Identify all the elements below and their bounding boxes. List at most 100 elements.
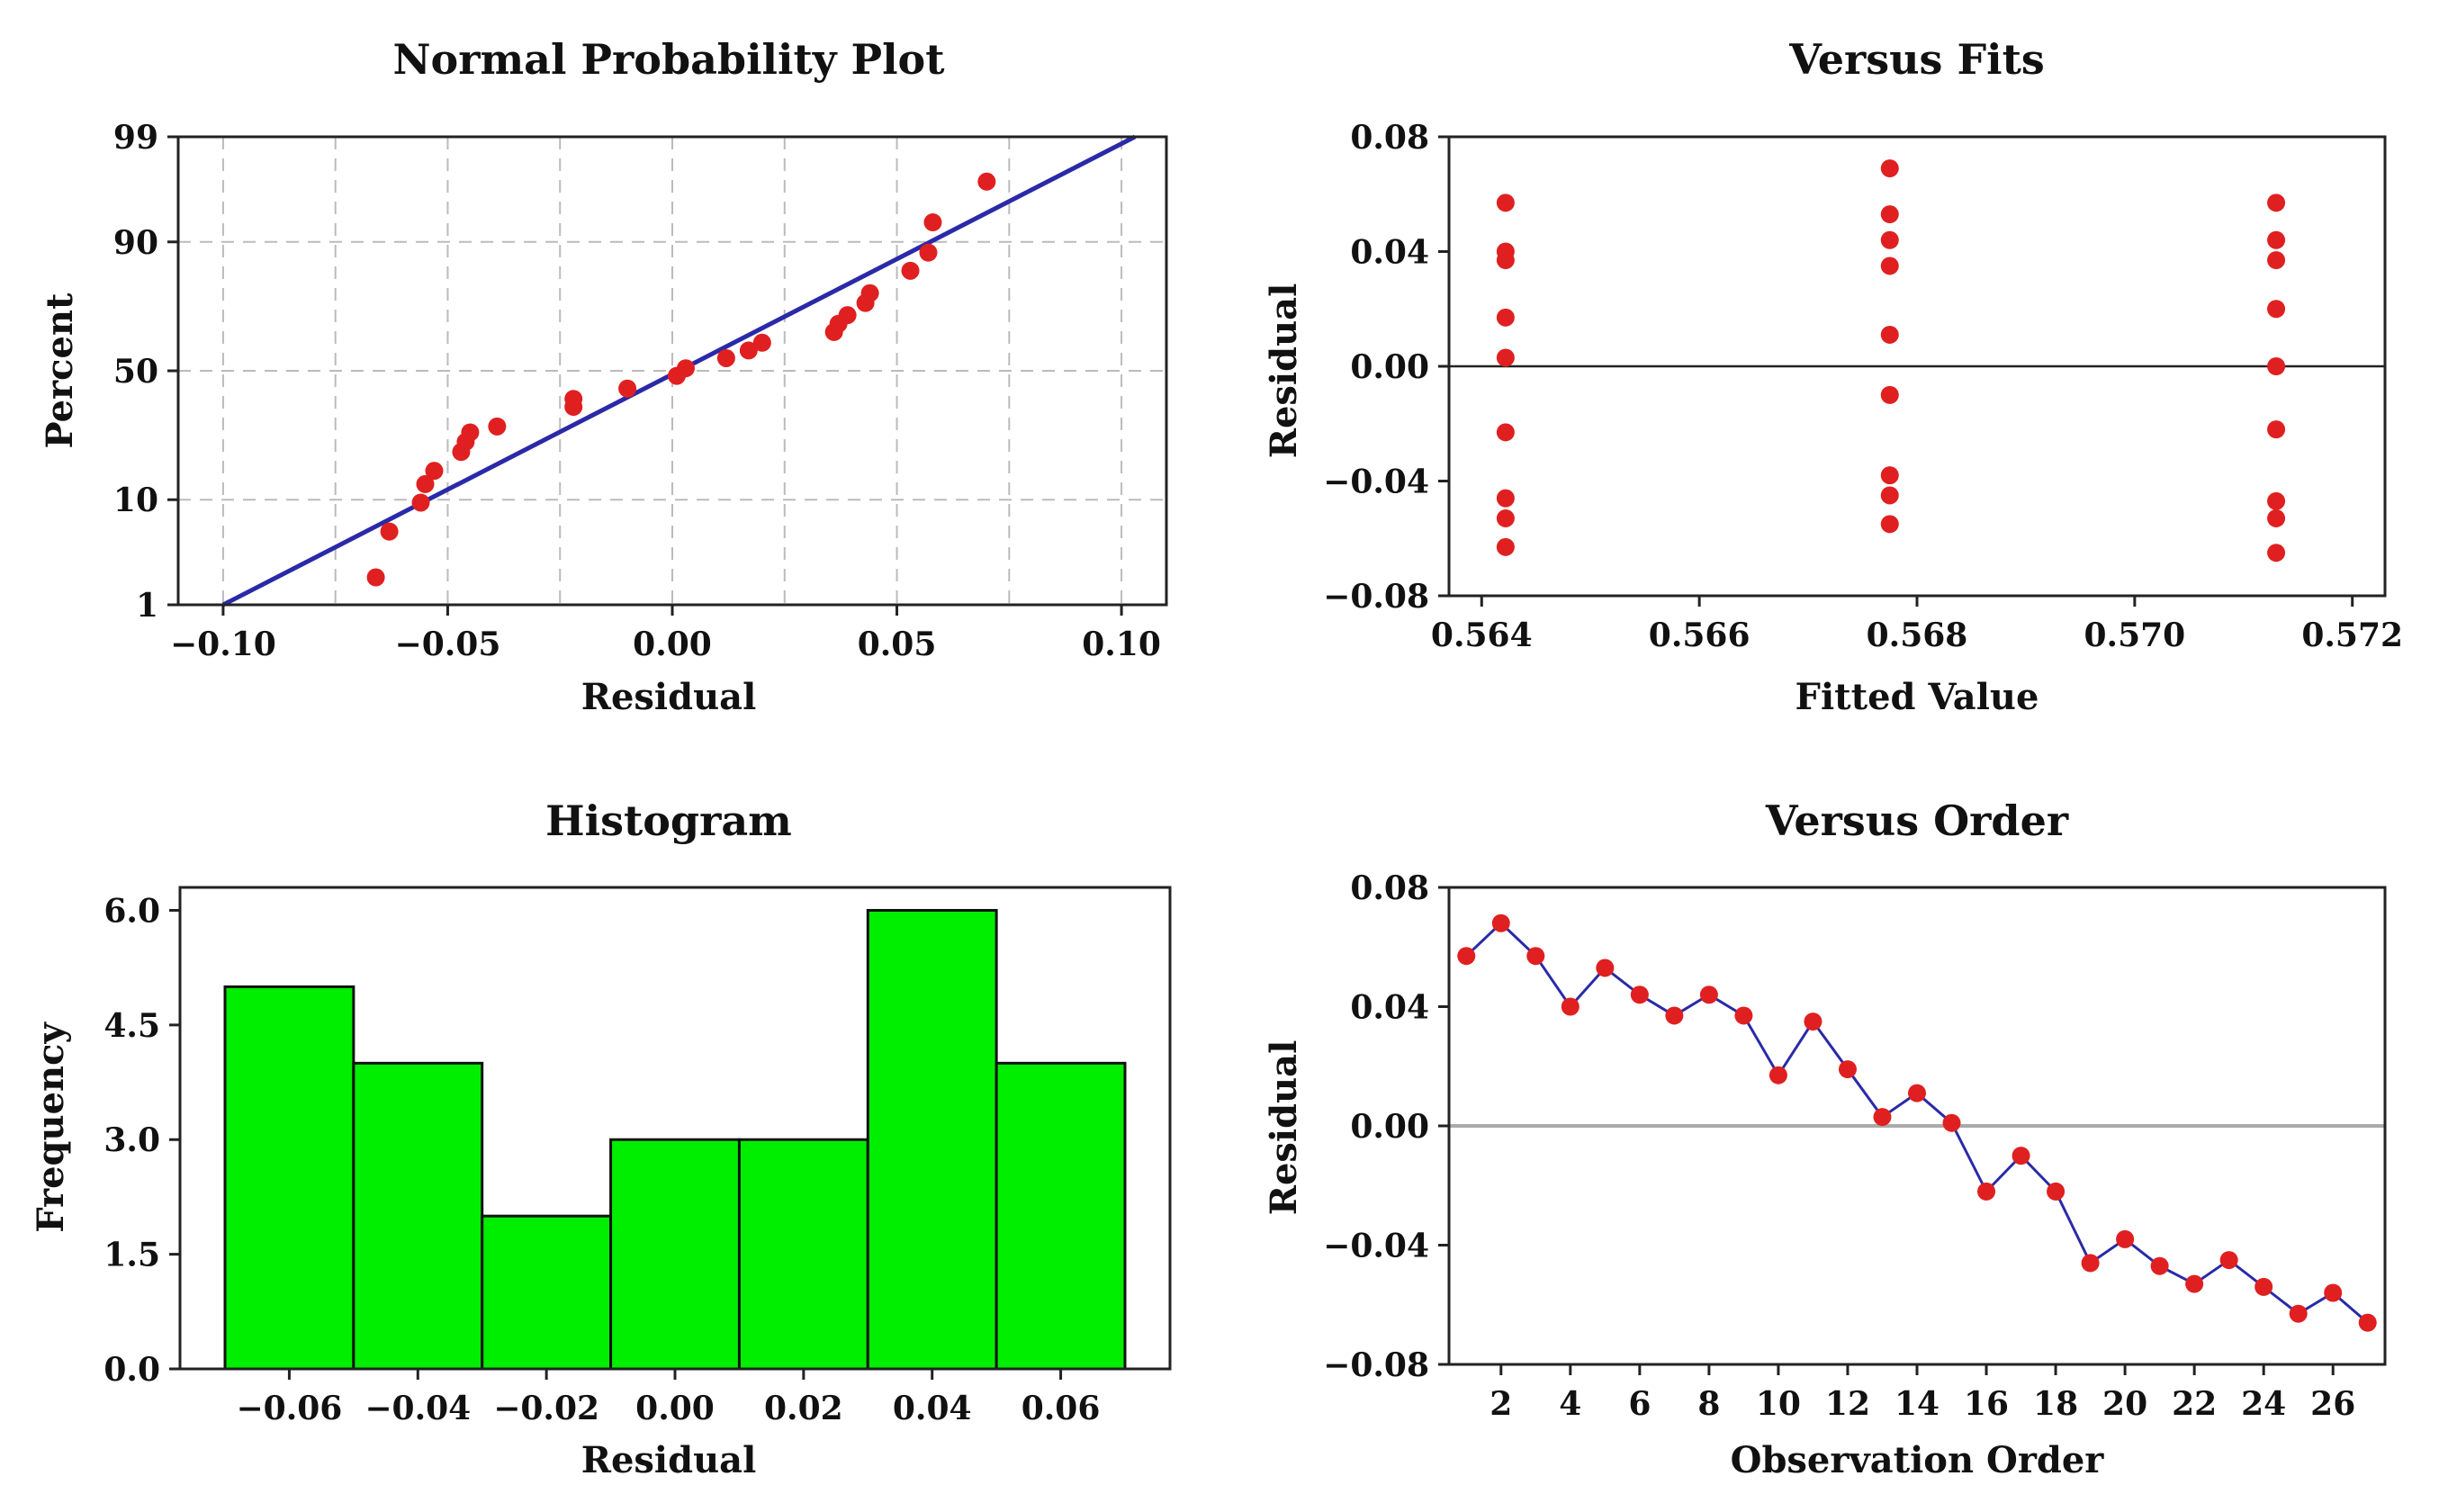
data-point xyxy=(919,243,938,262)
histogram-bar xyxy=(481,1214,613,1371)
data-point xyxy=(2254,1277,2273,1296)
y-tick-label: −0.04 xyxy=(1323,1228,1429,1265)
x-tick-label: 0.06 xyxy=(1022,1390,1101,1427)
data-point xyxy=(1561,997,1580,1016)
y-tick-label: 0.08 xyxy=(1350,119,1429,157)
y-tick-label: 0.08 xyxy=(1350,869,1429,907)
x-tick-label: 22 xyxy=(2172,1385,2217,1423)
data-point xyxy=(2267,544,2286,562)
data-point xyxy=(488,417,507,436)
x-tick-label: 26 xyxy=(2310,1385,2355,1423)
data-point xyxy=(2267,251,2286,270)
y-tick-label: 0.00 xyxy=(1350,1108,1429,1146)
data-point xyxy=(1880,159,1899,178)
x-tick-label: −0.06 xyxy=(237,1390,343,1427)
data-point xyxy=(2047,1182,2066,1201)
data-points xyxy=(1457,914,2377,1332)
data-point xyxy=(676,359,695,378)
data-point xyxy=(1880,486,1899,505)
histogram-bar xyxy=(994,1061,1127,1371)
y-tick-label: −0.08 xyxy=(1323,578,1429,616)
data-point xyxy=(716,348,735,367)
data-point xyxy=(2081,1254,2100,1273)
data-point xyxy=(2185,1274,2204,1293)
data-point xyxy=(2267,420,2286,439)
y-axis-label: Residual xyxy=(1263,1040,1305,1216)
x-tick-label: 12 xyxy=(1825,1385,1870,1423)
data-point xyxy=(2324,1283,2343,1302)
data-point xyxy=(618,379,637,398)
data-point xyxy=(1496,423,1515,442)
y-tick-label: −0.08 xyxy=(1323,1346,1429,1384)
data-point xyxy=(1496,251,1515,270)
x-axis-label: Residual xyxy=(581,1439,757,1481)
y-axis-ticks: −0.08 −0.04 0.00 0.04 0.08 xyxy=(1323,119,1449,616)
data-point xyxy=(901,261,920,280)
data-point xyxy=(1491,914,1510,932)
data-point xyxy=(2267,508,2286,527)
data-point xyxy=(461,423,480,442)
data-point xyxy=(1496,489,1515,508)
data-point xyxy=(2012,1147,2030,1166)
y-axis-label: Percent xyxy=(39,292,81,448)
y-axis-label: Frequency xyxy=(30,1022,72,1233)
y-tick-label: 0.04 xyxy=(1350,989,1429,1027)
data-point xyxy=(1768,1066,1787,1084)
x-tick-label: 0.570 xyxy=(2084,616,2185,654)
x-tick-label: 2 xyxy=(1490,1385,1512,1423)
y-axis-ticks: 1 10 50 90 99 xyxy=(113,119,178,625)
data-point xyxy=(2267,300,2286,319)
data-point xyxy=(380,522,399,541)
data-point xyxy=(1665,1006,1684,1025)
x-axis-label: Fitted Value xyxy=(1796,676,2039,718)
x-tick-label: 0.00 xyxy=(635,1390,715,1427)
data-point xyxy=(2267,194,2286,212)
histogram-bar xyxy=(352,1061,484,1371)
x-tick-label: 0.04 xyxy=(893,1390,972,1427)
y-tick-label: 4.5 xyxy=(104,1007,160,1045)
data-point xyxy=(1908,1084,1926,1102)
x-tick-label: −0.10 xyxy=(170,626,276,663)
y-axis-label: Residual xyxy=(1263,284,1305,459)
data-point xyxy=(2267,491,2286,510)
data-point xyxy=(2267,357,2286,375)
panel-normal-probability: Normal Probability Plot −0.10 −0.05 0.00 0.… xyxy=(39,35,1168,718)
data-point xyxy=(1880,466,1899,485)
x-tick-label: 0.00 xyxy=(633,626,712,663)
data-point xyxy=(2150,1256,2169,1275)
data-point xyxy=(923,213,942,232)
x-tick-label: 24 xyxy=(2241,1385,2286,1423)
data-point xyxy=(838,306,857,325)
x-tick-label: 0.568 xyxy=(1867,616,1968,654)
data-point xyxy=(1880,205,1899,224)
data-point xyxy=(1734,1006,1753,1025)
data-point xyxy=(1838,1060,1857,1079)
data-point xyxy=(1496,508,1515,527)
y-tick-label: 50 xyxy=(113,353,158,391)
data-points xyxy=(1496,159,2286,562)
chart-title: Normal Probability Plot xyxy=(393,35,946,84)
data-point xyxy=(1496,308,1515,327)
x-tick-label: 18 xyxy=(2033,1385,2078,1423)
x-tick-label: 6 xyxy=(1628,1385,1651,1423)
data-point xyxy=(564,390,583,409)
data-point xyxy=(1496,537,1515,556)
data-point xyxy=(1804,1012,1822,1031)
y-tick-label: 0.0 xyxy=(104,1351,160,1389)
chart-title: Versus Order xyxy=(1765,796,2069,845)
data-point xyxy=(416,474,435,493)
x-tick-label: 10 xyxy=(1756,1385,1801,1423)
x-tick-label: 0.564 xyxy=(1431,616,1533,654)
x-axis-ticks: −0.10 −0.05 0.00 0.05 0.10 xyxy=(170,605,1161,663)
x-axis-ticks: 2 4 6 8 10 12 14 16 18 20 22 24 26 xyxy=(1490,1364,2355,1423)
chart-title: Histogram xyxy=(545,796,792,845)
x-tick-label: −0.05 xyxy=(395,626,501,663)
histogram-bar xyxy=(609,1138,741,1371)
x-tick-label: 8 xyxy=(1697,1385,1720,1423)
x-tick-label: 0.572 xyxy=(2301,616,2403,654)
y-axis-ticks: 0.0 1.5 3.0 4.5 6.0 xyxy=(104,892,180,1389)
x-tick-label: −0.04 xyxy=(364,1390,471,1427)
panel-histogram: Histogram −0.06 −0.04 −0.02 0.00 0.02 0.04 0.0… xyxy=(30,796,1172,1481)
data-point xyxy=(1977,1182,1996,1201)
data-point xyxy=(411,493,430,512)
